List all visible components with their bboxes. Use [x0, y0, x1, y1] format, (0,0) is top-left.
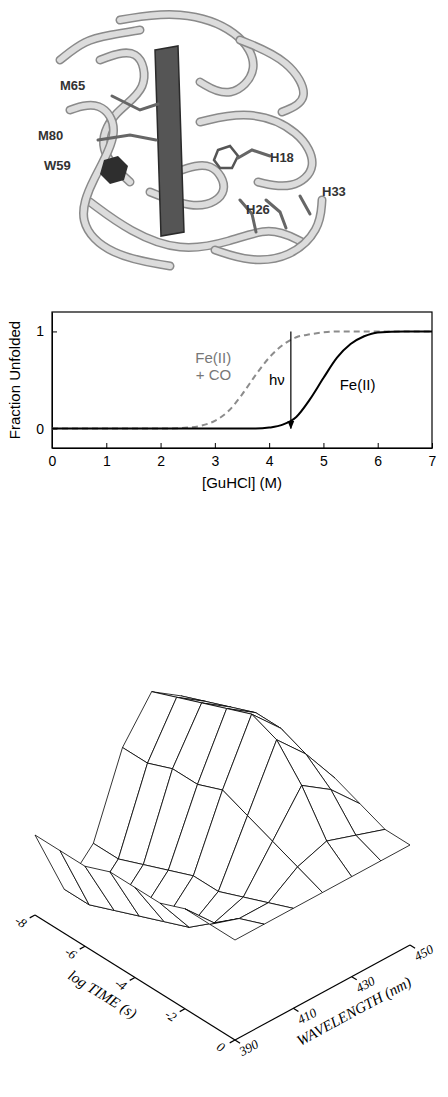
ribbon-outline [60, 30, 140, 60]
tick-label: 5 [320, 453, 328, 469]
surface-cell [135, 888, 189, 928]
surface-cell [160, 903, 214, 927]
tick-label: 0 [36, 421, 44, 437]
tick-mark [378, 443, 379, 448]
surface-cell [268, 867, 322, 908]
tick-label: 2 [157, 453, 165, 469]
tick: 2 [157, 443, 165, 469]
tick: 6 [374, 443, 382, 469]
tick-label: -2 [162, 1006, 180, 1025]
surface-cell [210, 919, 264, 940]
tick-label: 4 [266, 453, 274, 469]
tick-mark [323, 443, 324, 448]
tick-label: 1 [36, 323, 44, 339]
protein-structure: M65 M80 W59 H18 H33 H26 [38, 15, 346, 266]
residue-label: M80 [38, 128, 63, 143]
surface-cell [110, 872, 164, 922]
tick-mark [293, 1008, 298, 1011]
residue-label: H18 [270, 150, 294, 165]
plot-area [52, 331, 432, 428]
series-label-line: Fe(II) [195, 349, 231, 366]
tick: 7 [429, 443, 437, 469]
ribbon-outline [240, 40, 303, 112]
tick-label: 3 [211, 453, 219, 469]
background [0, 0, 448, 1097]
tick-mark [30, 915, 35, 918]
axis: 390410430450WAVELENGTH (nm) [235, 941, 436, 1059]
heme [155, 46, 184, 236]
axis-line [53, 448, 433, 449]
tick-mark [230, 1040, 235, 1043]
tick-mark [130, 978, 135, 981]
tick-mark [235, 1040, 240, 1043]
tick-mark [410, 945, 415, 948]
tick-label: 6 [374, 453, 382, 469]
residue-label: W59 [44, 158, 71, 173]
tick-mark [352, 977, 357, 980]
annotation-arrow [290, 331, 291, 428]
tick-label: 450 [412, 941, 437, 964]
tick: 1 [36, 323, 57, 339]
tick-label: -6 [62, 944, 80, 963]
series-line [52, 331, 432, 428]
tick-mark [432, 443, 433, 448]
axis-title: WAVELENGTH (nm) [294, 974, 414, 1050]
tick-mark [269, 443, 270, 448]
series-line [52, 331, 432, 428]
tick-label: -8 [12, 913, 30, 932]
axis-title: log TIME (s) [65, 967, 140, 1022]
series-label-line: + CO [196, 366, 231, 383]
x-axis-title: [GuHCl] (M) [202, 474, 282, 491]
tick-mark [80, 946, 85, 949]
side-chain [98, 135, 156, 140]
tick-label: 0 [49, 453, 57, 469]
surface-chart: -8-6-4-20log TIME (s)390410430450WAVELEN… [12, 692, 436, 1060]
axis: 0 1 2 3 4 5 6 7 [49, 443, 437, 469]
figure: M65 M80 W59 H18 H33 H26 0 1 2 3 4 5 6 7 0 1 [GuHCl] (M) F… [0, 0, 448, 1097]
tick: 1 [103, 443, 111, 469]
ribbon-outline [70, 105, 170, 266]
tick-label: 7 [429, 453, 437, 469]
tick: 4 [266, 443, 274, 469]
tick-mark [161, 443, 162, 448]
histidine-ring [214, 146, 238, 168]
residue-label: M65 [60, 78, 85, 93]
side-chain [112, 96, 158, 110]
tick-mark [215, 443, 216, 448]
residue-label: H33 [322, 184, 346, 199]
tick-label: 390 [236, 1036, 262, 1059]
ribbon [240, 40, 303, 112]
axis: -8 -6 -4 -2 0 log TIME (s) [12, 913, 235, 1056]
side-chain [300, 196, 310, 214]
series-label-line: Fe(II) [340, 376, 376, 393]
tick-label: 1 [103, 453, 111, 469]
annotation-label: hν [269, 371, 285, 388]
residue-label: H26 [246, 202, 270, 217]
axis-line [35, 915, 235, 1040]
ribbon [70, 105, 170, 266]
y-axis-title: Fraction Unfolded [6, 321, 23, 439]
tick: 5 [320, 443, 328, 469]
side-chain [238, 150, 270, 158]
plot-frame [52, 312, 432, 448]
tick-mark [180, 1009, 185, 1012]
tick-label: -4 [112, 975, 130, 994]
series-label: Fe(II)+ CO [195, 349, 231, 383]
tick: 3 [211, 443, 219, 469]
surface-mesh [35, 692, 410, 940]
series-label: Fe(II) [340, 376, 376, 393]
ribbon [60, 30, 140, 60]
tick-label: 0 [214, 1039, 228, 1055]
tryptophan-ring [100, 156, 128, 184]
tick-mark [52, 331, 57, 332]
tick-mark [106, 443, 107, 448]
line-chart: 0 1 2 3 4 5 6 7 0 1 [GuHCl] (M) Fraction Unfolded Fe… [6, 312, 437, 491]
